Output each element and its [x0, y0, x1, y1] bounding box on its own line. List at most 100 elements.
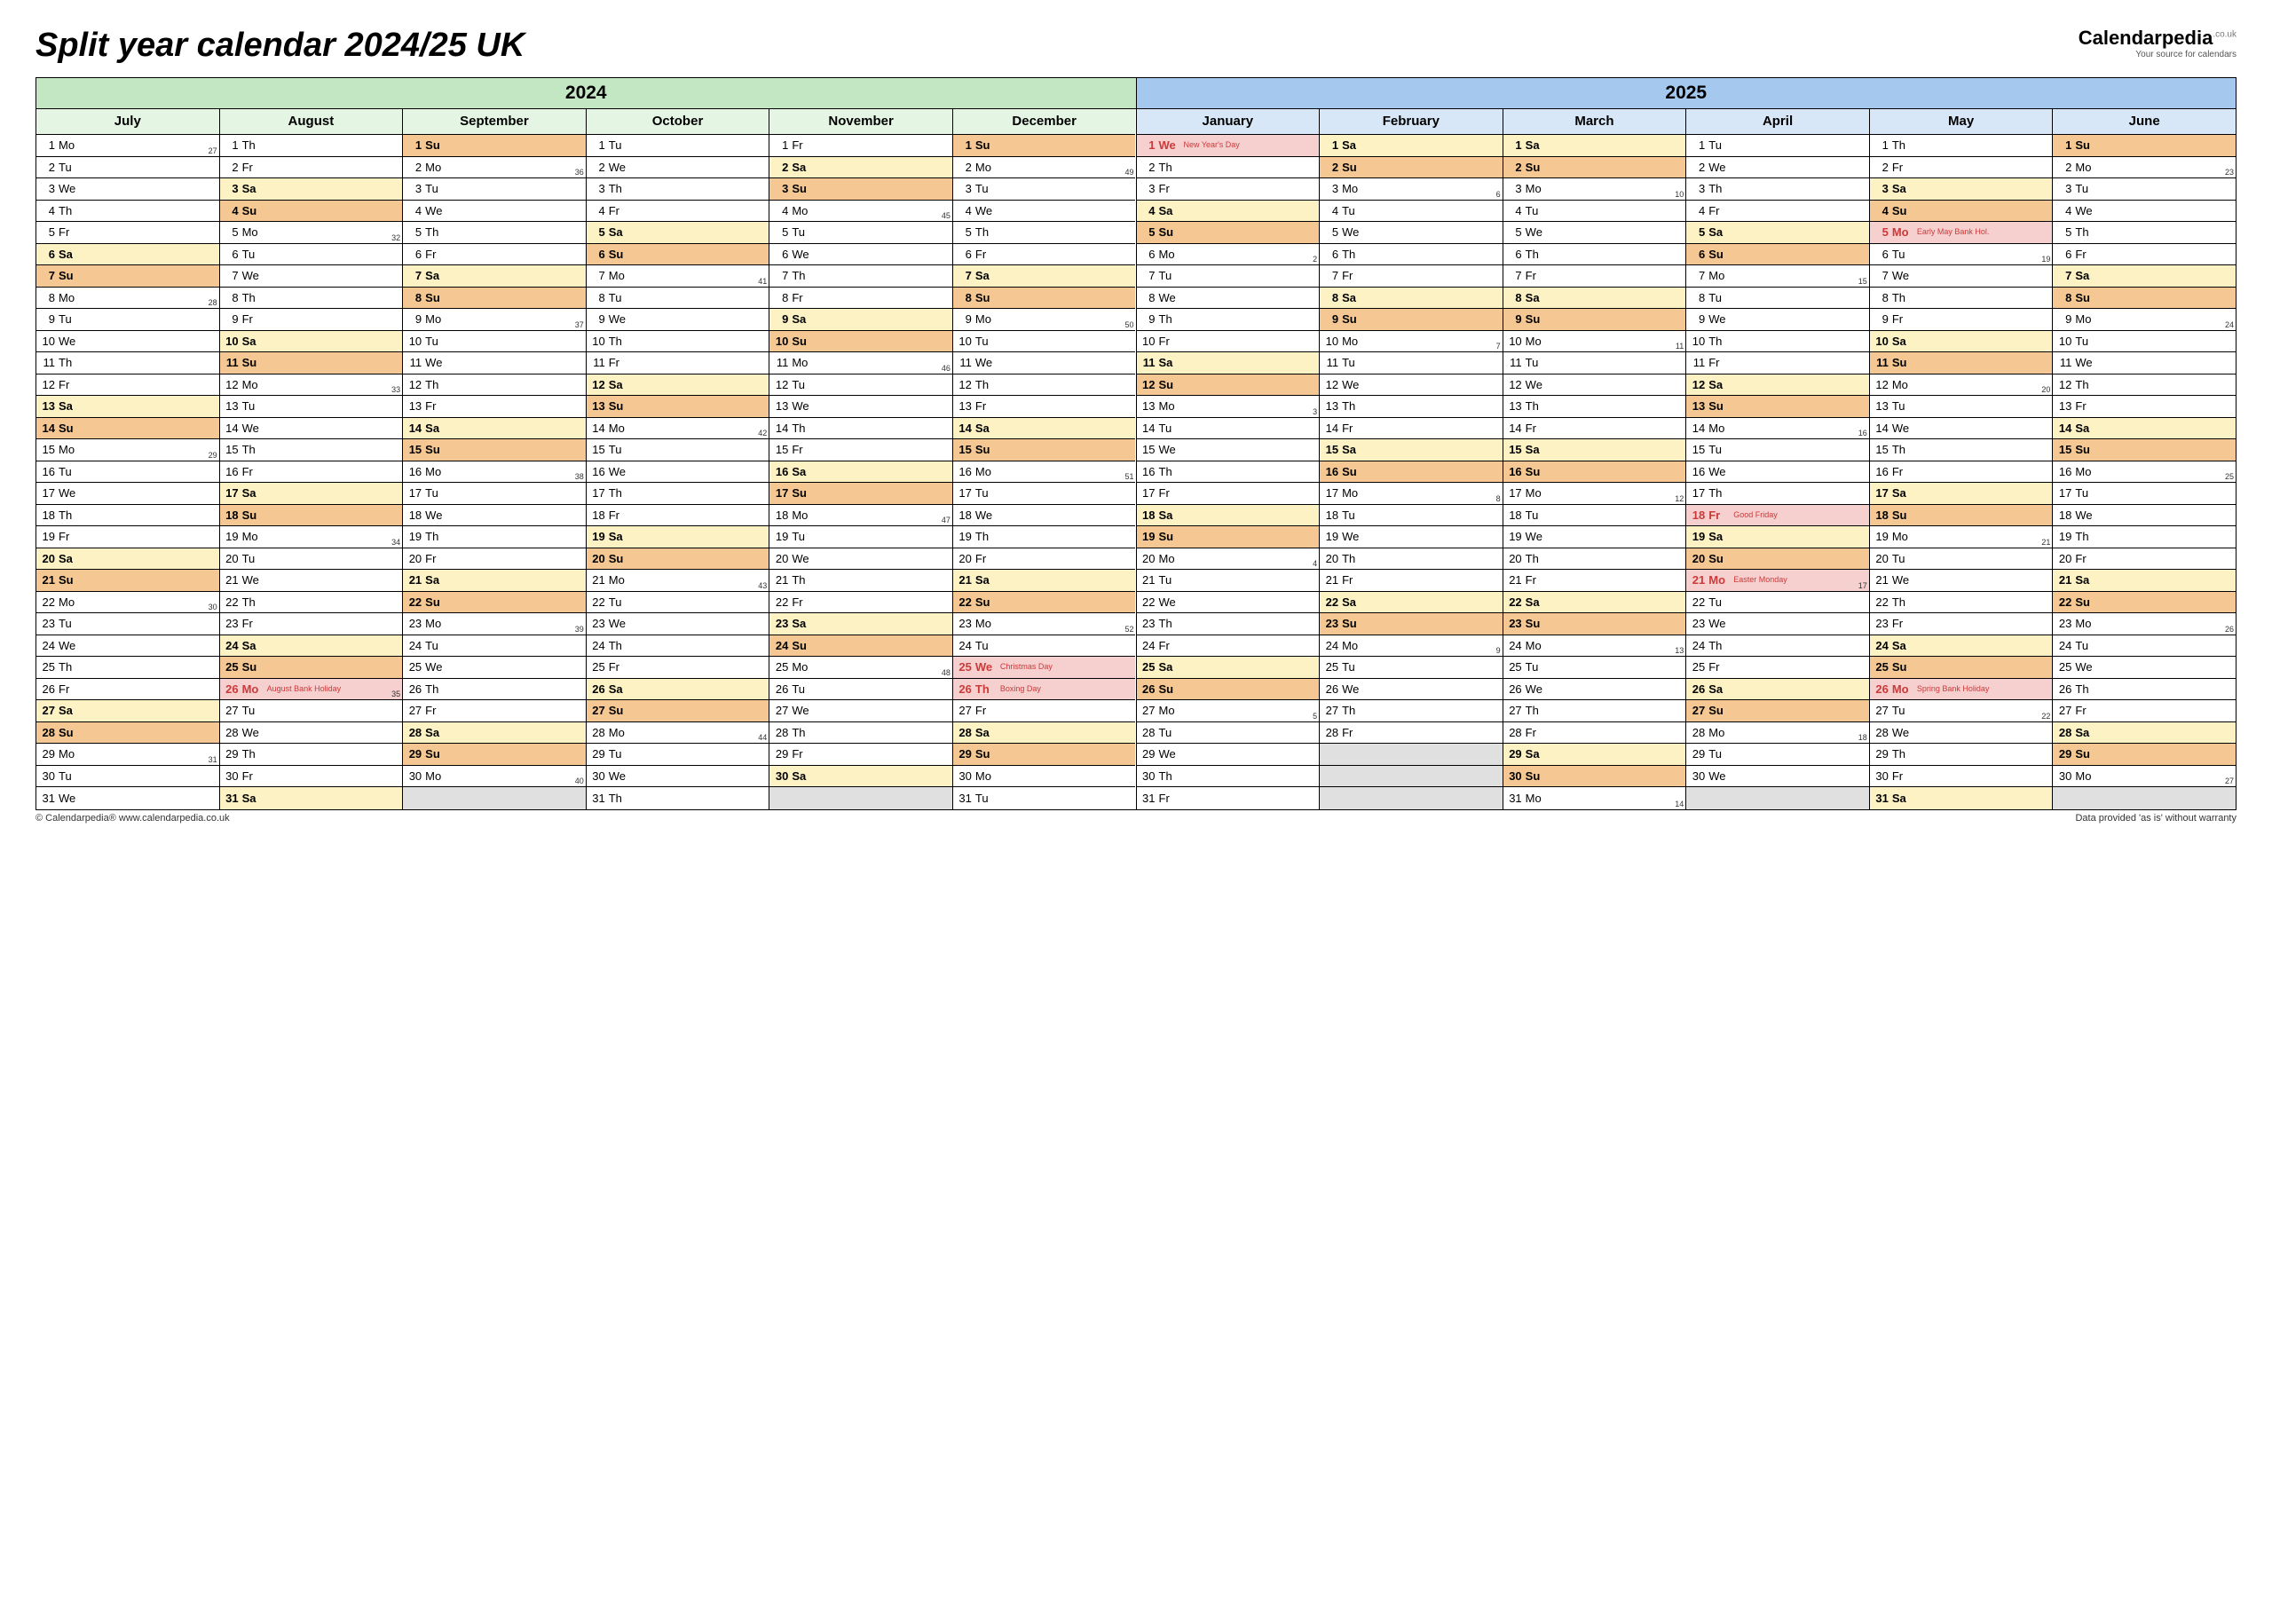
day-cell: 24Th	[1686, 635, 1869, 658]
holiday-label: August Bank Holiday	[267, 685, 342, 693]
week-number: 46	[942, 364, 951, 373]
day-cell: 5MoEarly May Bank Hol.	[1870, 222, 2053, 244]
day-cell: 22We	[1137, 592, 1320, 614]
day-cell: 3Sa	[220, 178, 403, 201]
day-cell	[2053, 787, 2236, 809]
day-cell: 14Tu	[1137, 418, 1320, 440]
week-number: 33	[391, 385, 400, 394]
day-cell: 27Tu22	[1870, 700, 2053, 722]
day-cell: 28Mo18	[1686, 722, 1869, 745]
day-cell: 2Su	[1503, 157, 1686, 179]
day-cell: 23Mo52	[953, 613, 1136, 635]
day-cell: 25Su	[1870, 657, 2053, 679]
day-cell: 11Fr	[587, 352, 769, 374]
day-cell: 15We	[1137, 439, 1320, 461]
day-cell: 22Su	[403, 592, 586, 614]
brand-name: Calendarpedia.co.uk	[2079, 27, 2236, 50]
day-cell: 21We	[1870, 570, 2053, 592]
day-cell: 30We	[587, 766, 769, 788]
day-cell: 17Sa	[1870, 483, 2053, 505]
holiday-label: Good Friday	[1733, 511, 1778, 519]
day-cell: 16We	[1686, 461, 1869, 484]
day-cell: 15Mo29	[36, 439, 219, 461]
day-cell: 15Fr	[769, 439, 952, 461]
day-cell: 28Th	[769, 722, 952, 745]
month-header: June	[2052, 109, 2236, 135]
day-cell: 24Th	[587, 635, 769, 658]
day-cell: 21Fr	[1320, 570, 1503, 592]
day-cell: 12Sa	[1686, 374, 1869, 397]
day-cell: 5Su	[1137, 222, 1320, 244]
day-cell: 8Tu	[587, 288, 769, 310]
day-cell: 28Mo44	[587, 722, 769, 745]
day-cell: 9Mo37	[403, 309, 586, 331]
day-cell: 27Fr	[2053, 700, 2236, 722]
day-cell: 6Th	[1503, 244, 1686, 266]
day-cell: 22Su	[2053, 592, 2236, 614]
day-cell: 1Su	[2053, 135, 2236, 157]
day-cell: 19Sa	[1686, 526, 1869, 548]
day-cell: 7We	[220, 265, 403, 288]
month-header: October	[586, 109, 769, 135]
month-header: February	[1319, 109, 1503, 135]
day-cell: 23Su	[1503, 613, 1686, 635]
week-number: 29	[209, 451, 217, 460]
day-cell: 10Sa	[1870, 331, 2053, 353]
day-cell: 1Th	[220, 135, 403, 157]
day-cell: 2Mo49	[953, 157, 1136, 179]
day-cell: 30Fr	[220, 766, 403, 788]
day-cell: 14Sa	[403, 418, 586, 440]
year-2024: 2024 JulyAugustSeptemberOctoberNovemberD…	[36, 78, 1136, 809]
month-header: March	[1503, 109, 1686, 135]
day-cell	[403, 787, 586, 809]
week-number: 24	[2225, 320, 2234, 329]
month-column: 1Mo272Tu3We4Th5Fr6Sa7Su8Mo289Tu10We11Th1…	[36, 135, 219, 809]
day-cell: 12Fr	[36, 374, 219, 397]
day-cell: 2Fr	[220, 157, 403, 179]
day-cell: 29Mo31	[36, 744, 219, 766]
day-cell: 14Fr	[1503, 418, 1686, 440]
day-cell: 26Th	[2053, 679, 2236, 701]
day-cell: 17Mo8	[1320, 483, 1503, 505]
day-cell: 28We	[220, 722, 403, 745]
day-cell: 3Su	[769, 178, 952, 201]
day-cell: 13Fr	[953, 396, 1136, 418]
day-cell: 7Sa	[953, 265, 1136, 288]
day-cell: 21Sa	[953, 570, 1136, 592]
day-cell: 16Mo51	[953, 461, 1136, 484]
day-cell: 24Sa	[220, 635, 403, 658]
day-cell: 5We	[1320, 222, 1503, 244]
month-header: May	[1869, 109, 2053, 135]
day-cell	[769, 787, 952, 809]
day-cell: 4We	[403, 201, 586, 223]
day-cell: 22Sa	[1320, 592, 1503, 614]
day-cell: 30Sa	[769, 766, 952, 788]
week-number: 40	[575, 777, 584, 785]
day-cell: 29Tu	[1686, 744, 1869, 766]
week-number: 25	[2225, 472, 2234, 481]
day-cell: 1Tu	[1686, 135, 1869, 157]
day-cell: 4Fr	[1686, 201, 1869, 223]
day-cell: 14We	[1870, 418, 2053, 440]
day-cell: 31We	[36, 787, 219, 809]
day-cell: 17Th	[587, 483, 769, 505]
day-cell: 11Fr	[1686, 352, 1869, 374]
day-cell: 19Tu	[769, 526, 952, 548]
month-column: 1Su2Mo493Tu4We5Th6Fr7Sa8Su9Mo5010Tu11We1…	[952, 135, 1136, 809]
year-header-2025: 2025	[1137, 78, 2236, 109]
month-header: April	[1685, 109, 1869, 135]
day-cell: 21Sa	[403, 570, 586, 592]
day-cell: 28Sa	[403, 722, 586, 745]
day-cell: 16Fr	[1870, 461, 2053, 484]
day-cell: 6We	[769, 244, 952, 266]
week-number: 49	[1124, 168, 1133, 177]
day-cell: 25Tu	[1320, 657, 1503, 679]
day-cell: 22Tu	[1686, 592, 1869, 614]
day-cell: 18Fr	[587, 505, 769, 527]
day-cell: 24Tu	[403, 635, 586, 658]
day-cell: 20Mo4	[1137, 548, 1320, 571]
day-cell: 14Th	[769, 418, 952, 440]
day-cell: 6Sa	[36, 244, 219, 266]
day-cell: 12Su	[1137, 374, 1320, 397]
day-cell: 22Fr	[769, 592, 952, 614]
